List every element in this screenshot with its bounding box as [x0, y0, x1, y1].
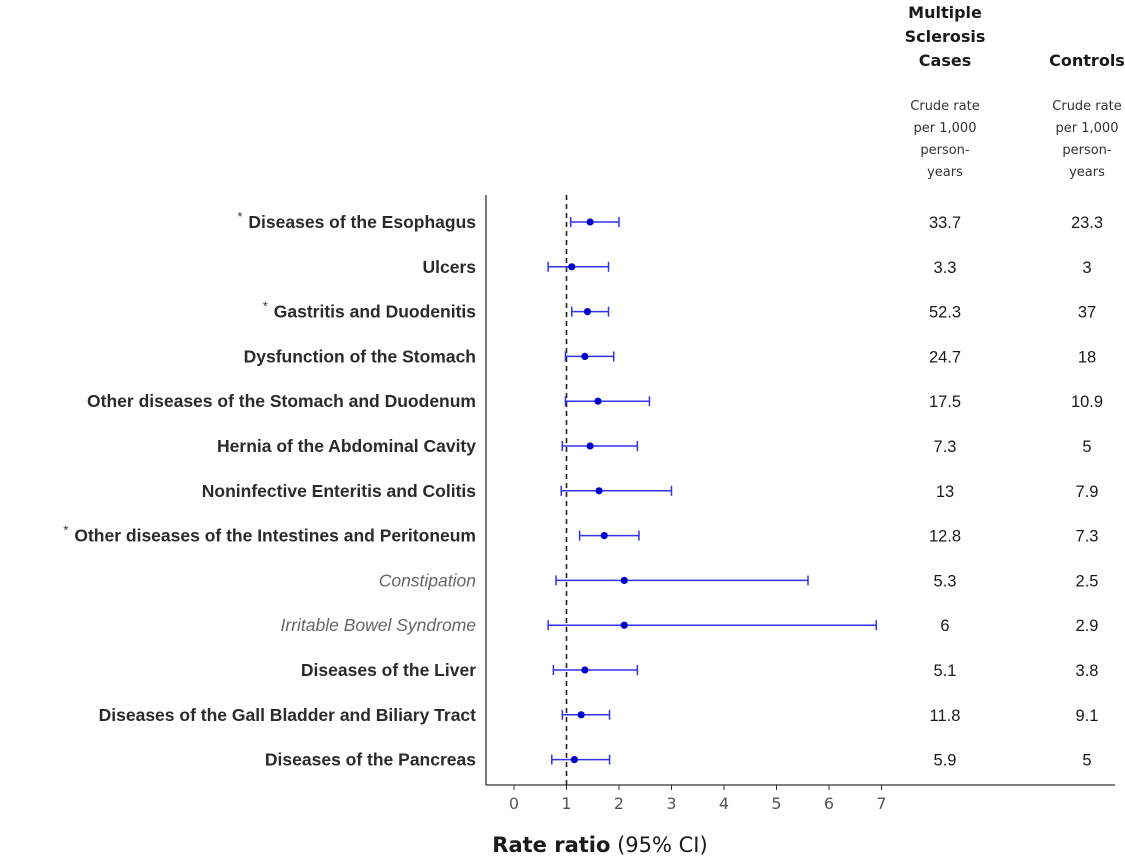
ms-cases-header: Cases: [919, 51, 971, 70]
row-label: Ulcers: [422, 257, 476, 277]
rate-ratio-point: [594, 397, 602, 405]
rate-ratio-point: [568, 263, 576, 271]
ms-rate-value: 52.3: [929, 304, 961, 322]
x-tick-label: 0: [509, 794, 519, 813]
x-tick-label: 2: [614, 794, 624, 813]
controls-subheader: person-: [1062, 143, 1112, 158]
row-label: Diseases of the Gall Bladder and Biliary…: [99, 705, 477, 725]
x-axis-label-ci: (95% CI): [610, 833, 707, 857]
rate-ratio-point: [577, 711, 585, 719]
control-rate-value: 7.9: [1076, 483, 1099, 501]
ms-rate-value: 5.9: [934, 752, 957, 770]
ms-cases-subheader: years: [927, 165, 963, 180]
ms-rate-value: 24.7: [929, 348, 961, 366]
x-tick-label: 7: [876, 794, 886, 813]
x-tick-label: 6: [824, 794, 834, 813]
x-axis-label-bold: Rate ratio: [492, 833, 610, 857]
rate-ratio-point: [586, 218, 594, 226]
row-label: Hernia of the Abdominal Cavity: [217, 436, 476, 456]
row-label: Diseases of the Esophagus: [248, 212, 476, 232]
x-tick-label: 5: [771, 794, 781, 813]
ms-rate-value: 17.5: [929, 393, 961, 411]
controls-subheader: Crude rate: [1052, 99, 1121, 114]
rate-ratio-point: [581, 352, 589, 360]
rate-ratio-point: [581, 666, 589, 674]
ms-rate-value: 33.7: [929, 214, 961, 232]
ms-rate-value: 5.3: [934, 572, 957, 590]
rate-ratio-point: [586, 442, 594, 450]
row-label: Noninfective Enteritis and Colitis: [202, 481, 476, 501]
control-rate-value: 2.5: [1076, 572, 1099, 590]
row-label: Dysfunction of the Stomach: [244, 346, 476, 366]
ms-rate-value: 3.3: [934, 259, 957, 277]
rate-ratio-point: [595, 487, 603, 495]
ms-rate-value: 7.3: [934, 438, 957, 456]
x-tick-label: 1: [561, 794, 571, 813]
row-label: Other diseases of the Intestines and Per…: [74, 526, 476, 546]
ms-rate-value: 11.8: [930, 707, 961, 725]
control-rate-value: 9.1: [1076, 707, 1099, 725]
significance-asterisk: *: [263, 299, 268, 314]
ms-cases-subheader: person-: [920, 143, 970, 158]
control-rate-value: 5: [1082, 438, 1091, 456]
control-rate-value: 3.8: [1076, 662, 1099, 680]
rate-ratio-point: [620, 576, 628, 585]
row-label: Constipation: [379, 570, 476, 590]
controls-subheader: per 1,000: [1056, 121, 1119, 136]
significance-asterisk: *: [63, 523, 68, 538]
control-rate-value: 23.3: [1071, 214, 1103, 232]
control-rate-value: 18: [1078, 348, 1096, 366]
ms-rate-value: 12.8: [929, 528, 961, 546]
control-rate-value: 37: [1078, 304, 1096, 322]
control-rate-value: 10.9: [1071, 393, 1103, 411]
row-label: Irritable Bowel Syndrome: [281, 615, 477, 635]
ms-cases-subheader: Crude rate: [910, 99, 979, 114]
row-label: Diseases of the Pancreas: [265, 750, 476, 770]
rate-ratio-point: [583, 308, 592, 316]
control-rate-value: 5: [1082, 752, 1091, 770]
row-label: Gastritis and Duodenitis: [274, 302, 477, 322]
controls-subheader: years: [1069, 165, 1105, 180]
x-axis-label: Rate ratio (95% CI): [492, 833, 707, 857]
significance-asterisk: *: [237, 209, 242, 224]
x-tick-label: 3: [666, 794, 676, 813]
control-rate-value: 2.9: [1076, 617, 1099, 635]
rate-ratio-point: [620, 621, 628, 629]
rate-ratio-point: [570, 756, 578, 764]
row-label: Other diseases of the Stomach and Duoden…: [87, 391, 476, 411]
control-rate-value: 3: [1082, 259, 1091, 277]
ms-rate-value: 6: [940, 617, 949, 635]
x-tick-label: 4: [719, 794, 729, 813]
ms-cases-header: Multiple: [908, 3, 982, 22]
ms-rate-value: 5.1: [934, 662, 957, 680]
ms-cases-header: Sclerosis: [905, 27, 986, 46]
ms-cases-subheader: per 1,000: [914, 121, 977, 136]
row-label: Diseases of the Liver: [301, 660, 476, 680]
control-rate-value: 7.3: [1076, 528, 1099, 546]
rate-ratio-point: [600, 532, 608, 540]
ms-rate-value: 13: [936, 483, 954, 501]
controls-header: Controls: [1049, 51, 1125, 70]
